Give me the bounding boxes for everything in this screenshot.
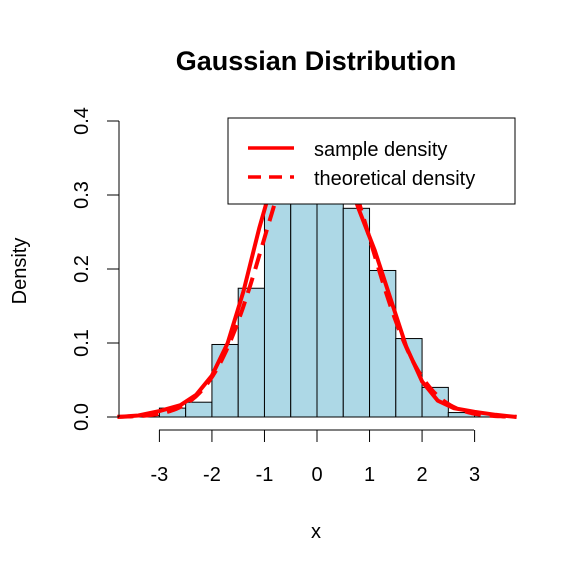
histogram-bar bbox=[237, 287, 265, 418]
chart-title: Gaussian Distribution bbox=[176, 46, 457, 76]
x-tick-label: 2 bbox=[417, 464, 428, 486]
x-tick-label: 1 bbox=[364, 464, 375, 486]
y-tick-label: 0.3 bbox=[71, 181, 93, 209]
legend-label-theoretical-density: theoretical density bbox=[314, 168, 475, 190]
y-axis-title: Density bbox=[9, 238, 31, 305]
y-tick-label: 0.1 bbox=[71, 329, 93, 357]
y-tick-label: 0.0 bbox=[71, 403, 93, 431]
x-axis-title: x bbox=[311, 521, 321, 543]
legend-box bbox=[227, 117, 516, 205]
y-axis: 0.0 0.1 0.2 0.3 0.4 bbox=[71, 107, 120, 431]
histogram-bar bbox=[369, 269, 397, 418]
y-tick-label: 0.4 bbox=[71, 107, 93, 135]
x-tick-label: 0 bbox=[311, 464, 322, 486]
legend-label-sample-density: sample density bbox=[314, 139, 447, 161]
histogram-bar bbox=[185, 401, 213, 418]
y-tick-label: 0.2 bbox=[71, 255, 93, 283]
histogram-bar bbox=[342, 207, 371, 418]
x-tick-label: -1 bbox=[256, 464, 274, 486]
histogram-bar bbox=[263, 179, 292, 418]
x-tick-label: -3 bbox=[151, 464, 169, 486]
legend: sample density theoretical density bbox=[227, 117, 516, 205]
x-tick-label: 3 bbox=[469, 464, 480, 486]
x-tick-label: -2 bbox=[203, 464, 221, 486]
x-axis: -3 -2 -1 0 1 2 3 bbox=[151, 429, 480, 486]
